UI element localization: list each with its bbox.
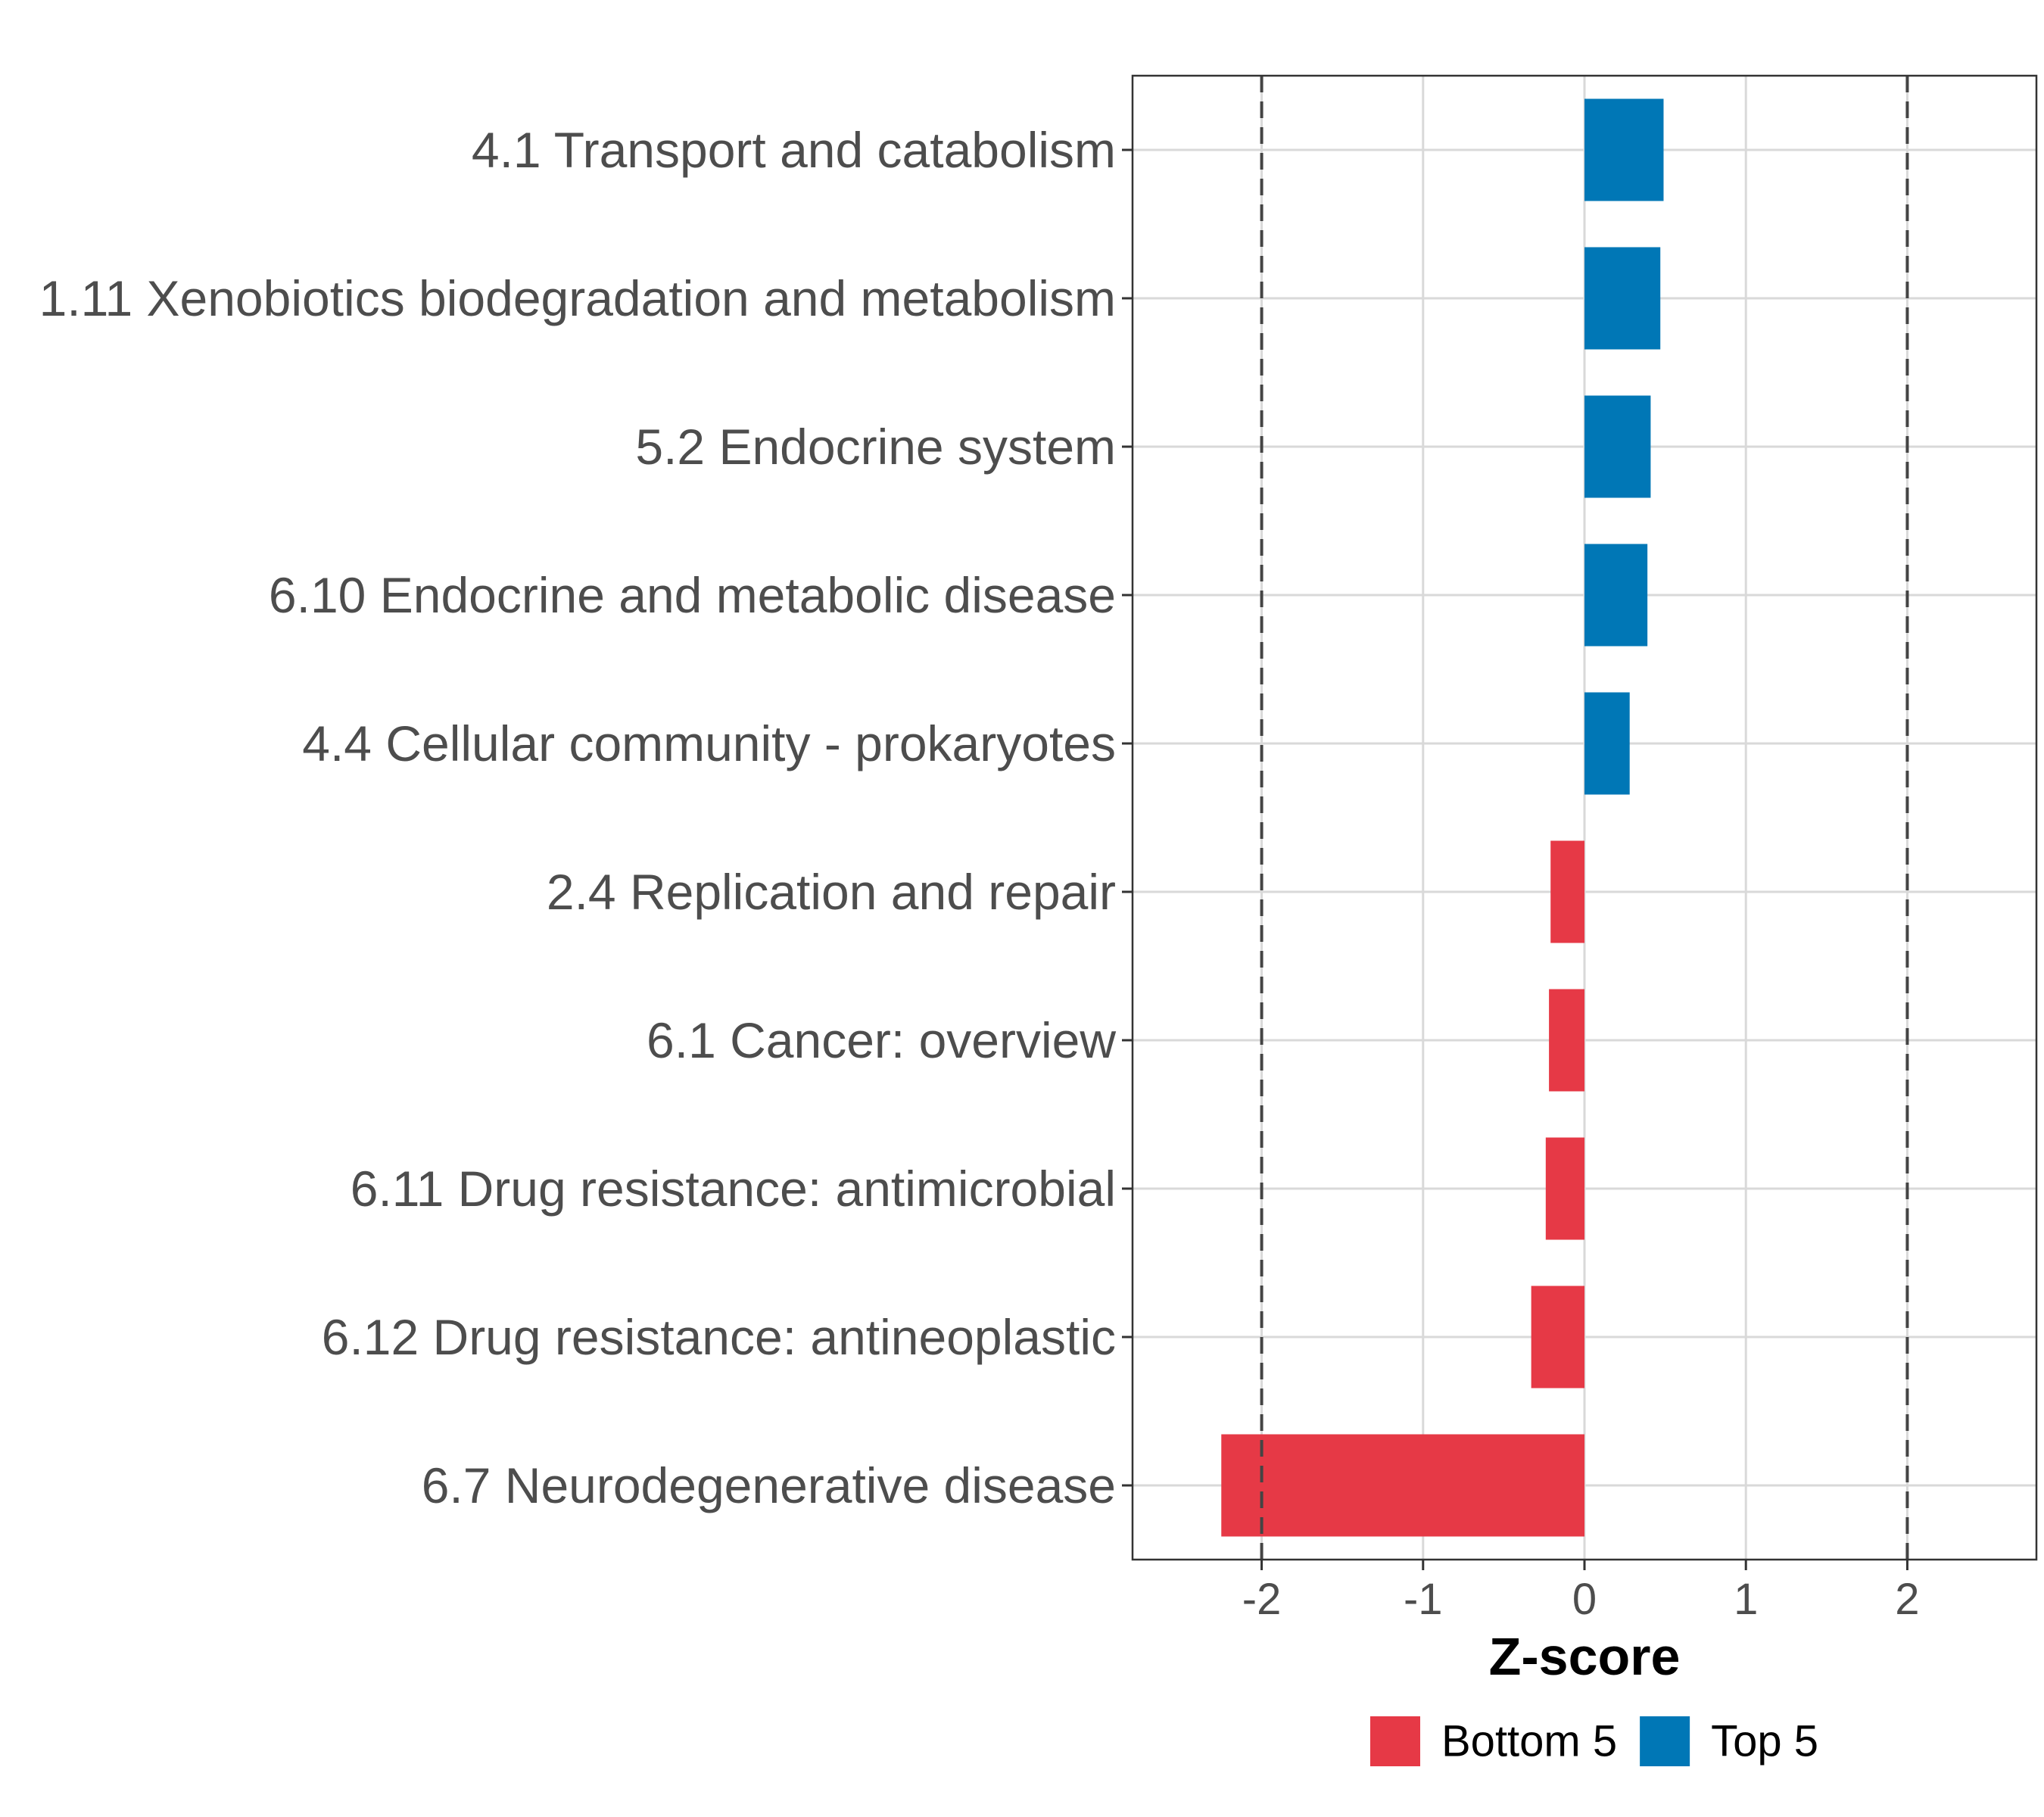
- bar: [1550, 840, 1584, 943]
- bars: [1221, 98, 1664, 1537]
- category-label: 6.10 Endocrine and metabolic disease: [269, 567, 1116, 623]
- category-label: 1.11 Xenobiotics biodegradation and meta…: [39, 270, 1116, 326]
- x-axis-title: Z-score: [1489, 1627, 1681, 1686]
- reference-lines: [1260, 76, 1909, 1560]
- bar: [1584, 395, 1651, 498]
- x-tick-label: 2: [1895, 1575, 1919, 1624]
- category-label: 2.4 Replication and repair: [547, 864, 1116, 920]
- bar: [1584, 692, 1630, 795]
- legend-label: Bottom 5: [1441, 1717, 1617, 1766]
- bar: [1584, 247, 1661, 350]
- legend: Bottom 5 Top 5: [1370, 1716, 1818, 1766]
- bar: [1584, 544, 1648, 647]
- bar: [1545, 1137, 1584, 1240]
- legend-swatch: [1640, 1716, 1690, 1766]
- category-label: 6.11 Drug resistance: antimicrobial: [351, 1161, 1116, 1217]
- bar: [1221, 1434, 1584, 1537]
- x-tick-label: -1: [1404, 1575, 1443, 1624]
- category-label: 6.12 Drug resistance: antineoplastic: [322, 1309, 1116, 1365]
- bar: [1531, 1286, 1584, 1388]
- x-tick-label: 1: [1734, 1575, 1758, 1624]
- category-label: 4.1 Transport and catabolism: [472, 122, 1116, 178]
- legend-label: Top 5: [1711, 1717, 1818, 1766]
- bar: [1549, 989, 1584, 1092]
- category-label: 6.1 Cancer: overview: [647, 1012, 1116, 1068]
- category-label: 4.4 Cellular community - prokaryotes: [302, 715, 1116, 771]
- category-label: 6.7 Neurodegenerative disease: [422, 1457, 1116, 1513]
- x-axis: -2 -1 0 1 2: [1242, 1560, 1920, 1624]
- x-tick-label: 0: [1572, 1575, 1597, 1624]
- x-tick-label: -2: [1242, 1575, 1282, 1624]
- bar: [1584, 98, 1664, 201]
- legend-swatch: [1370, 1716, 1420, 1766]
- y-axis: 4.1 Transport and catabolism 1.11 Xenobio…: [39, 122, 1133, 1513]
- category-label: 5.2 Endocrine system: [635, 419, 1116, 475]
